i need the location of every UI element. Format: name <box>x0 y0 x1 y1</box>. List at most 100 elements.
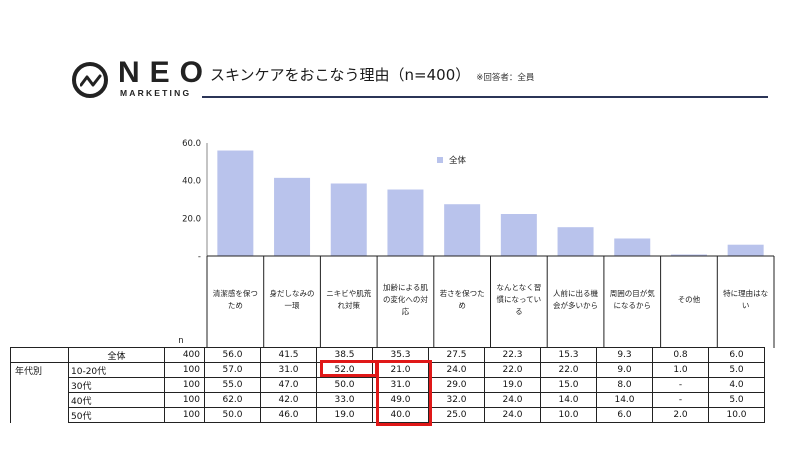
table-cell: - <box>652 392 709 408</box>
bar <box>557 227 594 256</box>
y-tick-label: 20.0 <box>182 214 201 224</box>
bar <box>217 150 254 256</box>
group-cell <box>10 377 69 393</box>
table-cell: 5.0 <box>708 392 765 408</box>
bar <box>670 254 707 256</box>
category-label: 若さを保つため <box>440 288 485 310</box>
table-row: 全体 400 56.0 41.5 38.5 35.3 27.5 22.3 15.3 9.3 0.8 6… <box>10 347 765 363</box>
table-cell: 6.0 <box>596 407 653 423</box>
table-cell: 47.0 <box>260 377 317 393</box>
logo-subtitle: MARKETING <box>120 88 192 98</box>
table-cell: 5.0 <box>708 362 765 378</box>
n-value: 400 <box>164 347 205 363</box>
table-row: 年代別 10-20代 100 57.0 31.0 52.0 21.0 24.0 22.0 22.0… <box>10 362 765 378</box>
bar <box>330 183 367 256</box>
table-cell: 40.0 <box>372 407 429 423</box>
category-label: 身だしなみの一環 <box>270 288 315 310</box>
row-label: 10-20代 <box>68 362 165 378</box>
n-value: 100 <box>164 392 205 408</box>
category-label: 人前に出る機会が多いから <box>553 288 598 310</box>
table-cell: 62.0 <box>204 392 261 408</box>
row-label: 50代 <box>68 407 165 423</box>
bar <box>614 238 651 256</box>
category-label: 加齢による肌の変化への対応 <box>383 282 428 316</box>
table-cell: 27.5 <box>428 347 485 363</box>
legend-swatch <box>437 157 443 163</box>
category-label: その他 <box>678 294 701 304</box>
table-cell: 46.0 <box>260 407 317 423</box>
n-value: 100 <box>164 362 205 378</box>
table-cell: 55.0 <box>204 377 261 393</box>
table-cell: 24.0 <box>484 407 541 423</box>
table-cell: 0.8 <box>652 347 709 363</box>
legend-label: 全体 <box>449 155 467 166</box>
category-label: なんとなく習慣になっている <box>496 283 541 316</box>
bar <box>727 244 764 256</box>
y-tick-label: 60.0 <box>182 139 201 149</box>
row-label: 40代 <box>68 392 165 408</box>
table-cell: 22.0 <box>484 362 541 378</box>
table-cell: 19.0 <box>316 407 373 423</box>
table-cell: 9.3 <box>596 347 653 363</box>
table-cell: 49.0 <box>372 392 429 408</box>
table-cell: 4.0 <box>708 377 765 393</box>
table-cell: 50.0 <box>204 407 261 423</box>
group-cell <box>10 347 69 363</box>
table-cell: 25.0 <box>428 407 485 423</box>
table-cell: 31.0 <box>372 377 429 393</box>
table-cell: 19.0 <box>484 377 541 393</box>
table-cell: 22.0 <box>540 362 597 378</box>
table-cell: 52.0 <box>316 362 373 378</box>
n-value: 100 <box>164 407 205 423</box>
table-cell: 15.3 <box>540 347 597 363</box>
table-cell: 31.0 <box>260 362 317 378</box>
bar <box>444 204 481 256</box>
table-cell: 41.5 <box>260 347 317 363</box>
category-label: 周囲の目が気になるから <box>610 288 655 310</box>
table-cell: 14.0 <box>596 392 653 408</box>
table-cell: 21.0 <box>372 362 429 378</box>
table-cell: 9.0 <box>596 362 653 378</box>
n-header-label: n <box>178 336 183 346</box>
table-cell: 50.0 <box>316 377 373 393</box>
title-divider <box>202 96 768 98</box>
table-cell: 42.0 <box>260 392 317 408</box>
table-cell: 35.3 <box>372 347 429 363</box>
table-cell: 57.0 <box>204 362 261 378</box>
table-row: 30代 100 55.0 47.0 50.0 31.0 29.0 19.0 15.0 8.0-4.… <box>10 377 765 393</box>
table-cell: 22.3 <box>484 347 541 363</box>
logo-mark-icon <box>72 62 108 98</box>
table-cell: 56.0 <box>204 347 261 363</box>
group-cell <box>10 407 69 423</box>
table-cell: 6.0 <box>708 347 765 363</box>
page-title: スキンケアをおこなう理由（n=400） ※回答者：全員 <box>210 64 534 85</box>
table-cell: - <box>652 377 709 393</box>
n-value: 100 <box>164 377 205 393</box>
bar <box>387 189 424 256</box>
table-cell: 10.0 <box>708 407 765 423</box>
data-table: 全体 400 56.0 41.5 38.5 35.3 27.5 22.3 15.3 9.3 0.8 6… <box>10 347 765 423</box>
table-cell: 10.0 <box>540 407 597 423</box>
table-cell: 1.0 <box>652 362 709 378</box>
table-cell: 8.0 <box>596 377 653 393</box>
respondent-note: ※回答者：全員 <box>476 73 535 83</box>
logo-word: NEO <box>118 56 214 89</box>
page-title-text: スキンケアをおこなう理由（n=400） <box>210 66 471 84</box>
table-cell: 2.0 <box>652 407 709 423</box>
group-label: 年代別 <box>10 362 69 378</box>
table-cell: 29.0 <box>428 377 485 393</box>
y-tick-label: 40.0 <box>182 177 201 187</box>
table-cell: 15.0 <box>540 377 597 393</box>
group-cell <box>10 392 69 408</box>
category-label: ニキビや肌荒れ対策 <box>326 288 371 310</box>
bar-chart: 60.0 40.0 20.0 - 全体清潔感を保つため身だしなみの一環ニキビや肌荒れ対策… <box>178 139 775 348</box>
table-cell: 33.0 <box>316 392 373 408</box>
row-label: 30代 <box>68 377 165 393</box>
table-cell: 24.0 <box>484 392 541 408</box>
bar <box>274 177 311 256</box>
row-label: 全体 <box>68 347 165 363</box>
table-cell: 38.5 <box>316 347 373 363</box>
bar <box>500 214 537 256</box>
category-label: 特に理由はない <box>723 288 768 310</box>
table-cell: 32.0 <box>428 392 485 408</box>
